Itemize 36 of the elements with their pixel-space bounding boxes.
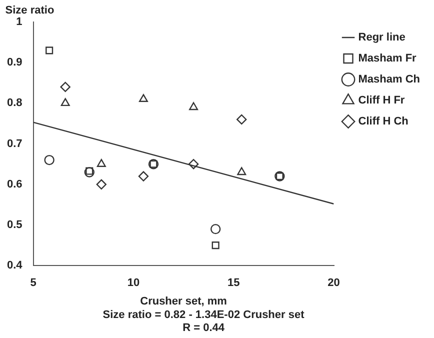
y-axis-title: Size ratio xyxy=(5,4,54,17)
point xyxy=(188,159,199,170)
point xyxy=(210,224,221,234)
y-tick-label: 0.9 xyxy=(6,56,22,69)
x-axis-title: Crusher set, mm xyxy=(140,295,228,308)
point xyxy=(44,154,54,166)
y-tick-label: 0.5 xyxy=(6,219,22,232)
legend-label: Cliff H Ch xyxy=(358,116,409,128)
point xyxy=(96,179,106,190)
point xyxy=(96,159,106,167)
point xyxy=(60,82,70,92)
point xyxy=(138,171,149,182)
point xyxy=(212,242,220,250)
x-tick-label: 5 xyxy=(30,277,36,290)
y-tick-label: 0.6 xyxy=(6,178,22,190)
point xyxy=(86,167,94,175)
legend-label: Regr line xyxy=(358,32,406,44)
y-tick-label: 1 xyxy=(16,16,22,28)
point xyxy=(138,94,148,102)
y-tick-label: 0.4 xyxy=(6,260,24,272)
x-tick-label: 20 xyxy=(328,277,340,290)
legend-label: Masham Fr xyxy=(358,52,418,65)
text: R = 0.44 xyxy=(182,322,226,334)
legend-label: Cliff H Fr xyxy=(358,94,406,107)
point xyxy=(237,167,246,176)
y-tick-label: 0.8 xyxy=(6,97,22,110)
point xyxy=(189,102,198,110)
legend-label: Masham Ch xyxy=(358,74,420,86)
x-tick-label: 10 xyxy=(127,277,140,290)
y-tick-label: 0.7 xyxy=(6,138,22,150)
text: Size ratio = 0.82 - 1.34E-02 Crusher set xyxy=(102,309,305,322)
x-tick-label: 15 xyxy=(227,277,240,290)
point xyxy=(60,98,70,106)
point xyxy=(84,167,94,178)
point xyxy=(236,114,247,125)
point xyxy=(46,46,54,54)
